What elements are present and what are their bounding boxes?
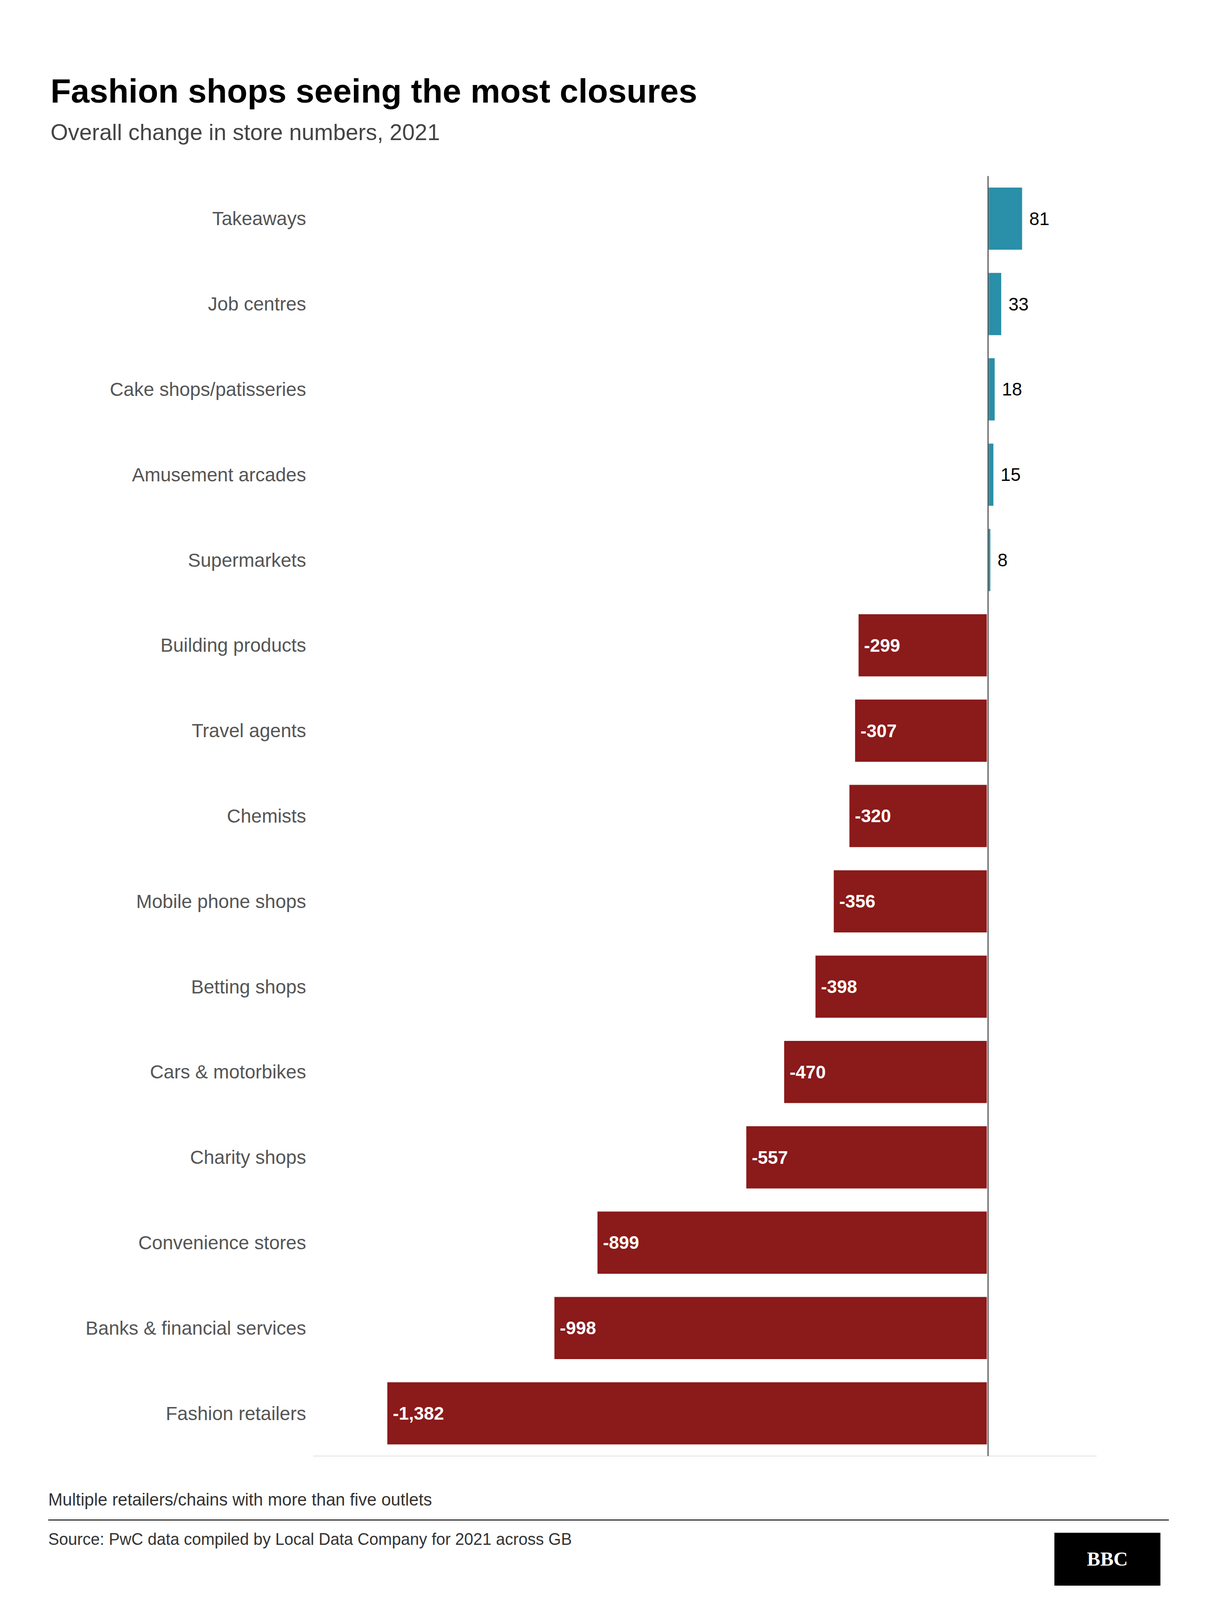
svg-text:-1,382: -1,382 xyxy=(392,1403,444,1424)
svg-text:Charity shops: Charity shops xyxy=(189,1146,306,1168)
svg-text:-470: -470 xyxy=(789,1062,826,1083)
svg-text:81: 81 xyxy=(1029,208,1050,229)
svg-text:Cake shops/patisseries: Cake shops/patisseries xyxy=(109,378,306,401)
svg-text:Takeaways: Takeaways xyxy=(211,207,306,230)
svg-text:Job centres: Job centres xyxy=(207,293,306,315)
svg-text:8: 8 xyxy=(997,550,1008,570)
svg-text:-356: -356 xyxy=(839,891,876,912)
svg-text:33: 33 xyxy=(1008,294,1029,315)
svg-text:Supermarkets: Supermarkets xyxy=(188,549,306,571)
svg-text:Multiple retailers/chains with: Multiple retailers/chains with more than… xyxy=(48,1490,433,1510)
svg-text:-398: -398 xyxy=(820,976,857,997)
svg-text:18: 18 xyxy=(1002,379,1023,400)
svg-text:Source: PwC data compiled by L: Source: PwC data compiled by Local Data … xyxy=(48,1529,573,1549)
svg-text:Amusement arcades: Amusement arcades xyxy=(131,464,306,486)
svg-text:Fashion retailers: Fashion retailers xyxy=(165,1402,306,1425)
svg-text:-557: -557 xyxy=(751,1147,788,1168)
svg-text:BBC: BBC xyxy=(1087,1548,1128,1571)
svg-text:Overall change in store number: Overall change in store numbers, 2021 xyxy=(50,119,441,146)
svg-text:Convenience stores: Convenience stores xyxy=(138,1232,306,1254)
svg-text:Banks & financial services: Banks & financial services xyxy=(85,1317,306,1339)
svg-text:-998: -998 xyxy=(560,1317,597,1338)
svg-text:Betting shops: Betting shops xyxy=(191,976,307,998)
svg-text:-307: -307 xyxy=(860,720,897,741)
svg-text:Chemists: Chemists xyxy=(226,805,306,827)
svg-text:-320: -320 xyxy=(854,805,891,826)
svg-text:-899: -899 xyxy=(602,1232,640,1253)
svg-text:-299: -299 xyxy=(864,635,901,656)
svg-text:Building products: Building products xyxy=(160,634,306,656)
svg-text:15: 15 xyxy=(1000,464,1022,485)
svg-text:Mobile phone shops: Mobile phone shops xyxy=(136,890,306,913)
svg-text:Fashion shops seeing the most: Fashion shops seeing the most closures xyxy=(50,72,698,110)
svg-text:Cars & motorbikes: Cars & motorbikes xyxy=(150,1061,306,1083)
svg-text:Travel agents: Travel agents xyxy=(191,720,306,742)
